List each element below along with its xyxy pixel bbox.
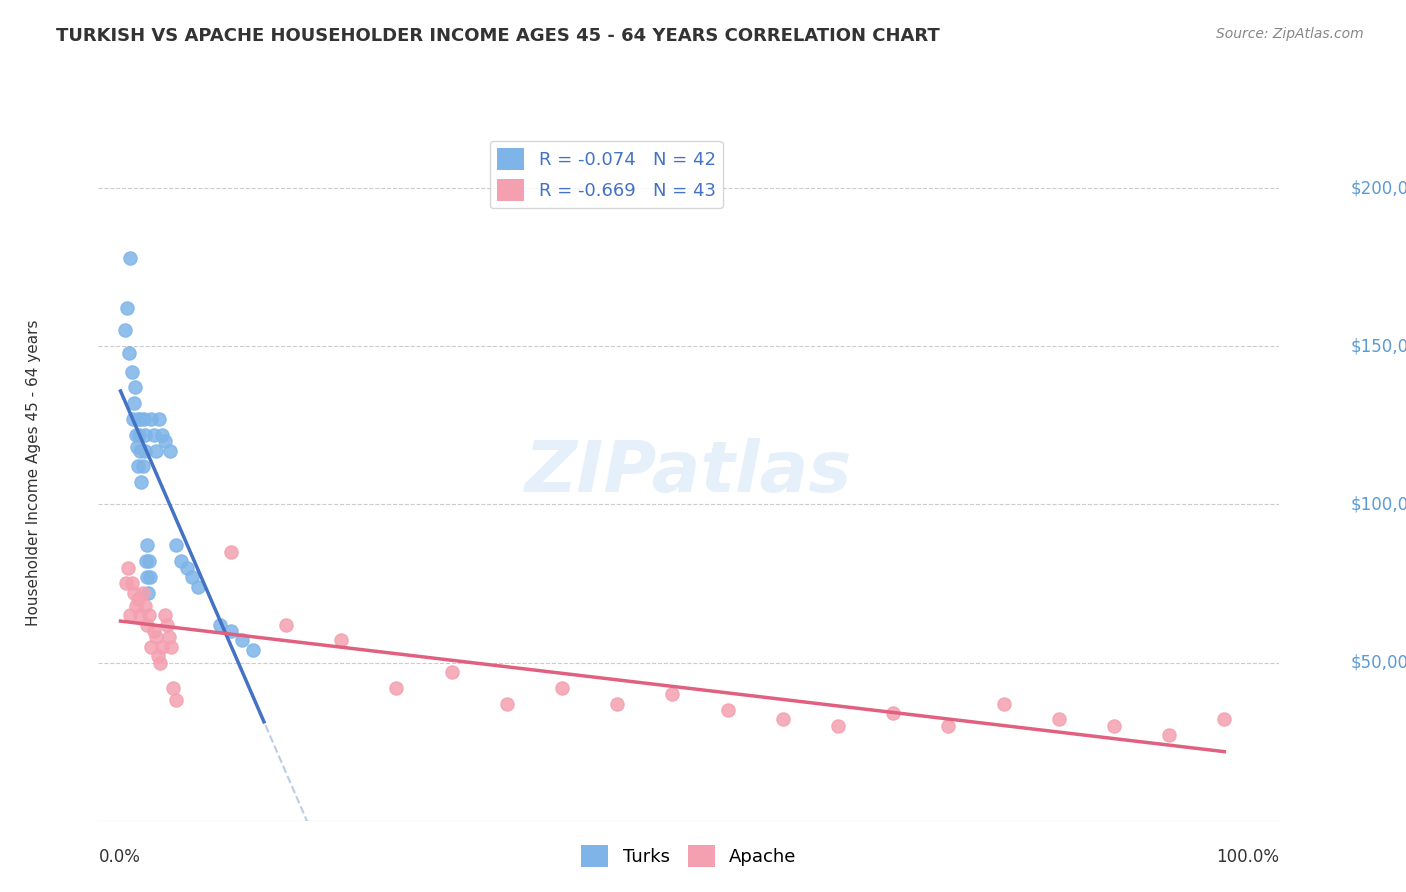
Point [827, 719, 849, 733]
Point [152, 640, 174, 654]
Point [120, 251, 142, 265]
Text: $200,000: $200,000 [1350, 179, 1406, 197]
Point [148, 412, 170, 426]
Point [219, 624, 242, 638]
Text: Householder Income Ages 45 - 64 years: Householder Income Ages 45 - 64 years [25, 319, 41, 626]
Point [772, 713, 794, 727]
Point [936, 719, 959, 733]
Point [129, 608, 152, 623]
Point [330, 633, 353, 648]
Point [139, 570, 162, 584]
Point [136, 617, 159, 632]
Point [124, 380, 146, 394]
Point [440, 665, 463, 679]
Point [165, 539, 187, 553]
Legend: Turks, Apache: Turks, Apache [574, 838, 804, 874]
Point [716, 703, 738, 717]
Text: ZIPatlas: ZIPatlas [526, 438, 852, 508]
Point [129, 412, 152, 426]
Point [138, 608, 160, 623]
Point [187, 580, 209, 594]
Point [132, 412, 155, 426]
Point [181, 570, 204, 584]
Point [160, 640, 183, 654]
Point [127, 459, 149, 474]
Point [134, 427, 156, 442]
Point [131, 459, 153, 474]
Point [153, 434, 176, 449]
Point [135, 554, 157, 568]
Point [141, 412, 163, 426]
Point [121, 412, 143, 426]
Point [127, 412, 149, 426]
Point [606, 697, 628, 711]
Point [125, 599, 148, 613]
Text: Source: ZipAtlas.com: Source: ZipAtlas.com [1216, 27, 1364, 41]
Point [141, 640, 163, 654]
Point [159, 443, 181, 458]
Point [882, 706, 904, 720]
Point [131, 475, 153, 490]
Point [208, 617, 231, 632]
Point [153, 608, 176, 623]
Text: TURKISH VS APACHE HOUSEHOLDER INCOME AGES 45 - 64 YEARS CORRELATION CHART: TURKISH VS APACHE HOUSEHOLDER INCOME AGE… [56, 27, 941, 45]
Point [165, 693, 187, 707]
Point [121, 365, 143, 379]
Point [118, 345, 141, 359]
Point [129, 443, 152, 458]
Point [551, 681, 574, 695]
Point [495, 697, 517, 711]
Point [122, 396, 145, 410]
Point [120, 608, 142, 623]
Point [274, 617, 297, 632]
Point [1047, 713, 1070, 727]
Text: $50,000: $50,000 [1350, 654, 1406, 672]
Point [115, 576, 138, 591]
Point [136, 586, 159, 600]
Point [115, 301, 138, 316]
Text: $150,000: $150,000 [1350, 337, 1406, 355]
Point [156, 617, 179, 632]
Point [152, 427, 174, 442]
Text: $100,000: $100,000 [1350, 495, 1406, 514]
Point [162, 681, 184, 695]
Point [142, 427, 165, 442]
Point [231, 633, 253, 648]
Point [128, 427, 150, 442]
Point [145, 443, 167, 458]
Point [121, 576, 143, 591]
Text: 100.0%: 100.0% [1216, 848, 1279, 866]
Point [125, 441, 148, 455]
Point [134, 443, 156, 458]
Point [1102, 719, 1125, 733]
Point [114, 323, 136, 337]
Point [149, 656, 172, 670]
Point [127, 592, 149, 607]
Point [170, 554, 193, 568]
Point [242, 643, 264, 657]
Point [122, 586, 145, 600]
Point [138, 554, 160, 568]
Point [142, 624, 165, 638]
Point [219, 545, 242, 559]
Point [993, 697, 1015, 711]
Point [117, 560, 139, 574]
Point [136, 570, 159, 584]
Point [1213, 713, 1236, 727]
Point [146, 649, 169, 664]
Point [157, 630, 180, 644]
Point [385, 681, 408, 695]
Point [145, 630, 167, 644]
Point [136, 539, 159, 553]
Text: 0.0%: 0.0% [98, 848, 141, 866]
Point [661, 687, 683, 701]
Point [134, 599, 156, 613]
Point [125, 427, 148, 442]
Point [1157, 728, 1180, 742]
Point [176, 560, 198, 574]
Point [131, 586, 153, 600]
